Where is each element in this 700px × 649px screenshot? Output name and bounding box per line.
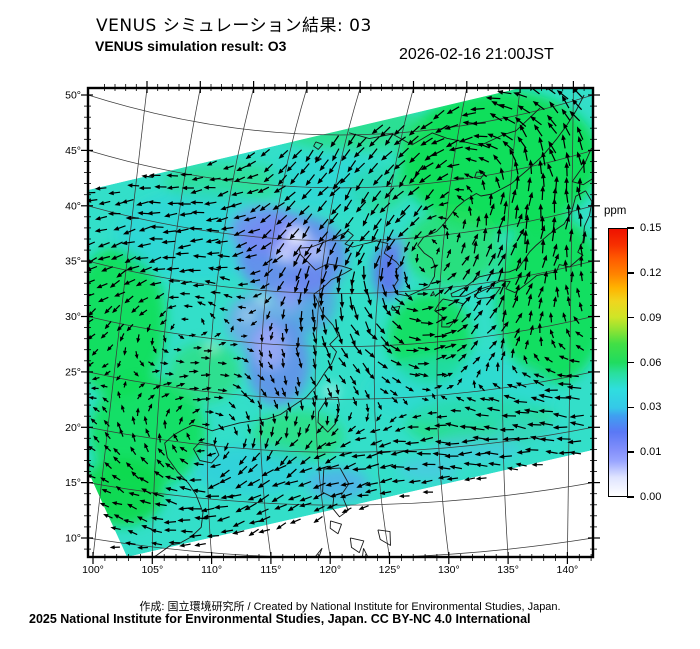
page-title-japanese: VENUS シミュレーション結果: 03 [96, 16, 372, 36]
lat-axis-label: 45° [65, 145, 81, 157]
lon-axis-label: 130° [438, 564, 460, 576]
lon-axis-label: 115° [260, 564, 281, 576]
lat-axis-label: 50° [65, 90, 81, 102]
lon-axis-label: 105° [141, 564, 163, 576]
lon-axis-label: 120° [319, 564, 341, 576]
axis-labels: 50° 45° 40° 35° 30° 25° 20° 15° 10° 100° 105° 110° 1… [65, 90, 578, 577]
lat-axis-label: 25° [65, 366, 81, 378]
license-line: 2025 National Institute for Environmenta… [29, 612, 531, 626]
wind-vector-field [88, 88, 587, 550]
lat-axis-label: 10° [65, 533, 81, 545]
lat-axis-label: 40° [65, 200, 81, 212]
lat-axis-label: 35° [65, 256, 81, 268]
coastlines [152, 94, 593, 557]
map-frame-ticks [81, 81, 600, 564]
lat-axis-label: 15° [65, 477, 81, 489]
graticule [88, 88, 593, 557]
page-title-english: VENUS simulation result: O3 [95, 38, 287, 54]
credit-line: 作成: 国立環境研究所 / Created by National Instit… [139, 601, 561, 613]
timestamp-label: 2026-02-16 21:00JST [399, 46, 554, 63]
lon-axis-label: 100° [82, 564, 104, 576]
lon-axis-label: 110° [201, 564, 222, 576]
lat-axis-label: 20° [65, 422, 81, 434]
lon-axis-label: 125° [379, 564, 401, 576]
lon-axis-label: 135° [497, 564, 519, 576]
lon-axis-label: 140° [557, 564, 579, 576]
lat-axis-label: 30° [65, 311, 81, 323]
